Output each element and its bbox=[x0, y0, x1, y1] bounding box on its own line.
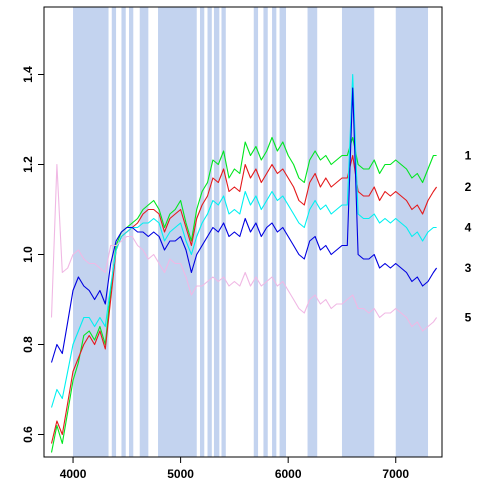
shaded-band-0 bbox=[73, 7, 109, 457]
series-label-5: 5 bbox=[465, 311, 472, 325]
shaded-band-8 bbox=[213, 7, 220, 457]
series-label-4: 4 bbox=[465, 221, 472, 235]
shaded-band-15 bbox=[341, 7, 375, 457]
y-tick-label-0.6: 0.6 bbox=[21, 426, 35, 443]
shaded-band-5 bbox=[158, 7, 197, 457]
series-label-3: 3 bbox=[465, 261, 472, 275]
shaded-band-3 bbox=[128, 7, 134, 457]
shaded-band-13 bbox=[279, 7, 287, 457]
y-tick-label-1.2: 1.2 bbox=[21, 156, 35, 173]
shaded-band-6 bbox=[199, 7, 205, 457]
y-tick-label-1.4: 1.4 bbox=[21, 66, 35, 83]
x-axis: 4000 5000 6000 7000 bbox=[60, 457, 409, 481]
x-tick-label-4000: 4000 bbox=[60, 467, 87, 481]
shaded-band-14 bbox=[307, 7, 318, 457]
series-line-5 bbox=[50, 163, 438, 332]
series-label-2: 2 bbox=[465, 180, 472, 194]
x-tick-label-7000: 7000 bbox=[382, 467, 409, 481]
shaded-band-2 bbox=[121, 7, 126, 457]
series-line-4 bbox=[50, 73, 437, 408]
shaded-band-9 bbox=[221, 7, 226, 457]
x-tick-label-6000: 6000 bbox=[275, 467, 302, 481]
series-line-3 bbox=[50, 87, 438, 363]
shaded-band-4 bbox=[139, 7, 149, 457]
series-lines bbox=[50, 73, 438, 453]
shaded-band-11 bbox=[263, 7, 268, 457]
shaded-band-16 bbox=[395, 7, 429, 457]
shaded-band-12 bbox=[272, 7, 277, 457]
series-labels: 1 2 4 3 5 bbox=[465, 149, 472, 325]
x-tick-label-5000: 5000 bbox=[167, 467, 194, 481]
shaded-band-10 bbox=[253, 7, 259, 457]
plot-frame bbox=[43, 6, 443, 458]
y-axis: 0.6 0.8 1.0 1.2 1.4 bbox=[21, 66, 44, 443]
y-tick-label-0.8: 0.8 bbox=[21, 336, 35, 353]
shaded-bands bbox=[73, 7, 429, 457]
shaded-band-1 bbox=[111, 7, 117, 457]
series-label-1: 1 bbox=[465, 149, 472, 163]
y-tick-label-1: 1.0 bbox=[21, 246, 35, 263]
